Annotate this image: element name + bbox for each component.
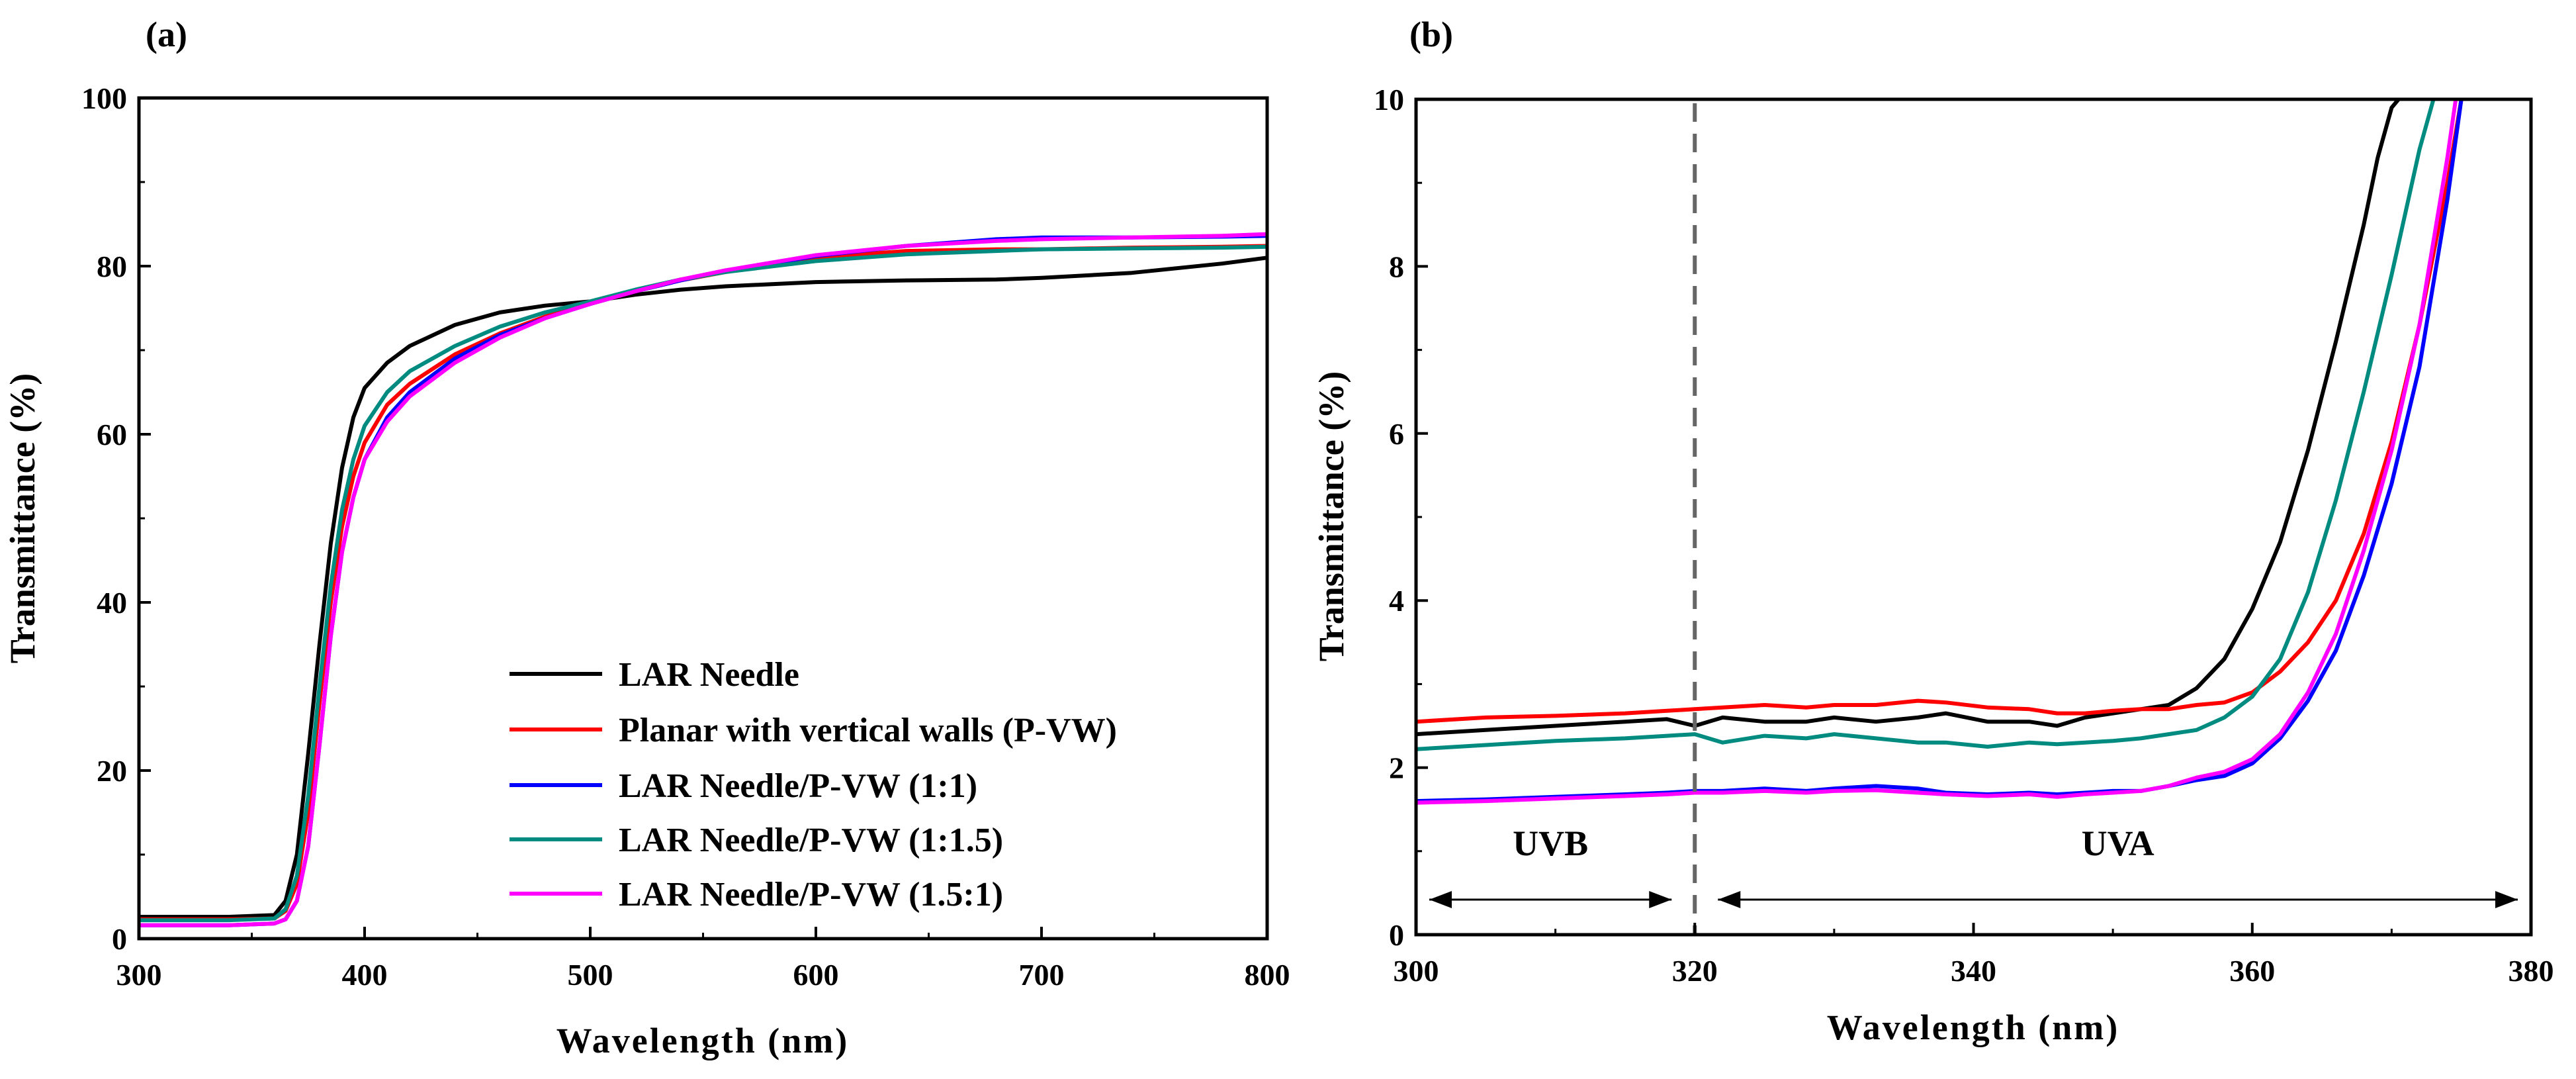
panel-b-y-tick-label: 10 (1374, 83, 1404, 117)
panel-a-y-tick-label: 0 (112, 922, 127, 956)
region-uva-label: UVA (2082, 823, 2154, 863)
panel-a-label: (a) (146, 15, 187, 54)
region-uvb-arrowhead-right (1649, 890, 1672, 908)
panel-a-x-tick-label: 300 (116, 958, 162, 992)
panel-a-legend: LAR Needle Planar with vertical walls (P… (510, 656, 1117, 914)
legend-label-lar-needle-pvw-1-1-5: LAR Needle/P-VW (1:1.5) (619, 821, 1003, 859)
region-uva-arrowhead-left (1718, 890, 1741, 908)
panel-b-x-tick-label: 340 (1951, 954, 1996, 988)
panel-a-y-tick-label: 40 (97, 586, 127, 620)
region-uva-arrowhead-right (2495, 890, 2518, 908)
panel-a-y-tick-label: 80 (97, 250, 127, 283)
region-uvb-arrowhead-left (1429, 890, 1452, 908)
legend-label-lar-needle-pvw-1-5-1: LAR Needle/P-VW (1.5:1) (619, 876, 1003, 914)
panel-b-y-axis-label: Transmittance (%) (1311, 371, 1351, 661)
panel-a-y-tick-label: 60 (97, 418, 127, 451)
panel-a-x-tick-label: 500 (568, 958, 613, 992)
panel-b-x-axis-label: Wavelength (nm) (1827, 1008, 2120, 1047)
panel-b-series-lar-needle-p-vw-1-5-1 (1416, 99, 2458, 805)
legend-label-lar-needle: LAR Needle (619, 656, 799, 694)
region-uvb-label: UVB (1513, 823, 1588, 863)
panel-a-x-tick-label: 700 (1019, 958, 1065, 992)
panel-b-x-tick-label: 320 (1672, 954, 1718, 988)
panel-b-x-tick-label: 300 (1394, 954, 1439, 988)
panel-b-x-tick-label: 380 (2509, 954, 2554, 988)
panel-b-x-tick-label: 360 (2229, 954, 2275, 988)
panel-a-series-lar-needle (139, 256, 1267, 919)
panel-b: (b) UVB UVA 300 320 340 360 380 0 2 4 6 8 10 Wavele… (1311, 15, 2554, 1047)
panel-b-y-tick-label: 8 (1389, 250, 1404, 283)
panel-b-y-tick-label: 2 (1389, 751, 1404, 785)
panel-b-series-lar-needle (1416, 99, 2401, 737)
panel-a: (a) 300 400 500 600 700 800 0 20 40 60 80 100 Wavel… (3, 15, 1290, 1060)
panel-a-x-axis-label: Wavelength (nm) (556, 1021, 850, 1060)
panel-a-series-lar-needle-p-vw-1-5-1 (139, 232, 1267, 927)
panel-a-x-tick-label: 400 (342, 958, 388, 992)
panel-a-y-tick-label: 20 (97, 754, 127, 788)
panel-b-series-lar-needle-p-vw-1-1-5 (1416, 99, 2436, 751)
panel-a-x-tick-label: 800 (1245, 958, 1290, 992)
panel-a-y-tick-label: 100 (81, 81, 127, 115)
panel-a-y-axis-label: Transmittance (%) (3, 373, 42, 663)
panel-b-series-planar-with-vertical-walls-p-vw (1416, 99, 2464, 724)
legend-label-lar-needle-pvw-1-1: LAR Needle/P-VW (1:1) (619, 767, 977, 805)
panel-a-x-tick-label: 600 (793, 958, 839, 992)
panel-b-y-tick-label: 4 (1389, 584, 1404, 618)
panel-b-y-tick-label: 0 (1389, 918, 1404, 952)
panel-b-y-tick-label: 6 (1389, 417, 1404, 451)
panel-a-series-lar-needle-p-vw-1-1-5 (139, 244, 1267, 923)
panel-b-label: (b) (1409, 15, 1453, 54)
legend-label-planar-vertical-walls: Planar with vertical walls (P-VW) (619, 712, 1117, 749)
